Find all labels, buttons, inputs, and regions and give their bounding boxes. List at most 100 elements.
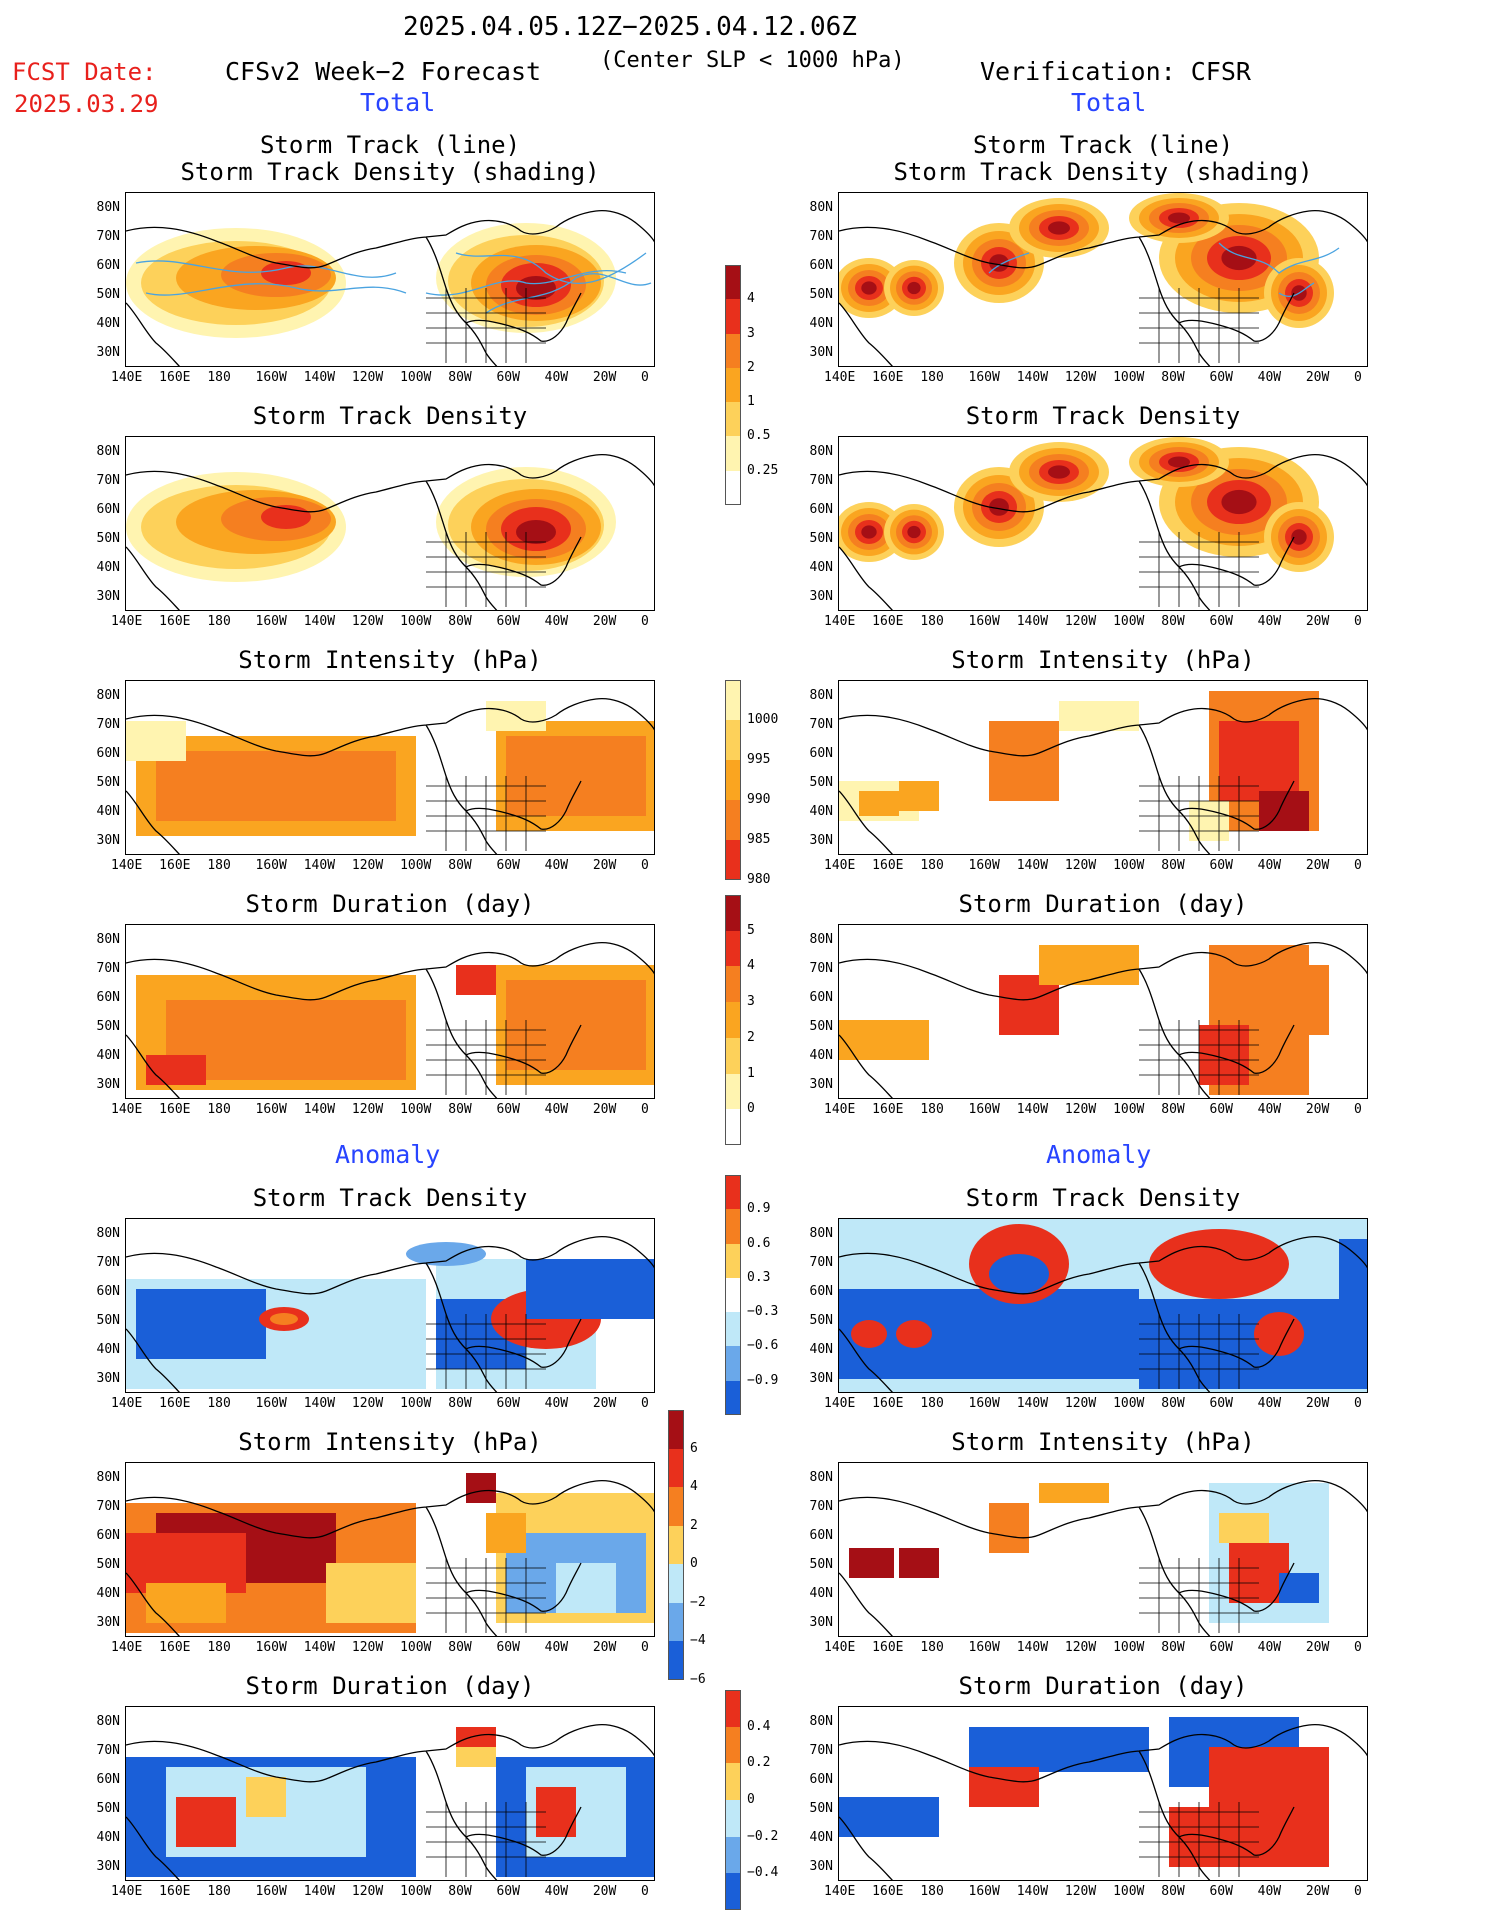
state-borders (426, 288, 546, 363)
lon-label: 140E (824, 1640, 856, 1655)
panel-title-track: Storm Track (line) (972, 131, 1234, 159)
panel-title-intensity: Storm Intensity (hPa) (951, 646, 1255, 674)
shading-region (989, 1254, 1049, 1294)
state-borders (426, 532, 546, 607)
colorbar-swatch (725, 1277, 741, 1313)
lat-label: 50N (809, 1801, 833, 1816)
lat-label: 70N (96, 1499, 120, 1514)
state-borders (1139, 532, 1259, 607)
lon-label: 140E (824, 858, 856, 873)
colorbar-frame (668, 1410, 684, 1680)
panel-title-duration: Storm Duration (day) (958, 890, 1248, 918)
lon-label: 160W (968, 1884, 1000, 1899)
lat-label: 70N (809, 1255, 833, 1270)
lat-label: 40N (809, 1586, 833, 1601)
lat-label: 50N (809, 1313, 833, 1328)
map-panel (125, 1706, 655, 1881)
shading-block (1339, 1239, 1367, 1339)
shading-block (506, 736, 646, 816)
map-panel (125, 436, 655, 611)
lon-label: 80W (448, 370, 472, 385)
colorbar-label: 2 (747, 1029, 755, 1045)
colorbar-swatch (725, 840, 741, 880)
verification-title: Verification: CFSR (980, 57, 1251, 86)
shading-region (896, 1320, 932, 1348)
lat-label: 50N (809, 287, 833, 302)
lon-label: 160E (872, 1640, 904, 1655)
lat-label: 60N (809, 258, 833, 273)
map-svg (126, 1235, 654, 1392)
lon-label: 180 (920, 858, 944, 873)
lon-label: 160W (255, 370, 287, 385)
lon-label: 0 (641, 1884, 649, 1899)
lon-label: 180 (207, 1640, 231, 1655)
shading-block (246, 1777, 286, 1817)
lat-label: 30N (809, 1371, 833, 1386)
shading-region (861, 525, 877, 539)
storm-track-line (455, 252, 647, 285)
lat-label: 50N (96, 775, 120, 790)
colorbar-swatch (725, 1312, 741, 1347)
colorbar-swatch (725, 800, 741, 840)
lon-label: 100W (1113, 1396, 1145, 1411)
storm-track-line (988, 252, 1030, 274)
lon-label: 20W (1305, 1102, 1330, 1117)
colorbar-swatch (725, 895, 741, 931)
lat-label: 80N (809, 444, 833, 459)
lat-label: 30N (96, 833, 120, 848)
lon-label: 120W (1064, 1102, 1097, 1117)
lon-label: 180 (207, 370, 231, 385)
lon-label: 160W (255, 1640, 287, 1655)
lon-label: 180 (207, 614, 231, 629)
shading-block (326, 1563, 416, 1623)
lat-label: 80N (809, 1470, 833, 1485)
lon-label: 140E (824, 1102, 856, 1117)
lon-label: 120W (1064, 614, 1097, 629)
lon-label: 20W (1305, 370, 1330, 385)
lat-label: 70N (96, 961, 120, 976)
map-svg (126, 1473, 654, 1636)
colorbar-label: 1 (747, 1065, 755, 1081)
lon-label: 0 (1354, 370, 1362, 385)
shading-block (839, 1797, 939, 1837)
lon-label: 160E (872, 614, 904, 629)
shading-region (1168, 456, 1190, 468)
map-svg (839, 1219, 1367, 1392)
lat-label: 50N (96, 287, 120, 302)
lat-label: 30N (96, 345, 120, 360)
lat-label: 30N (809, 589, 833, 604)
shading-block (146, 1583, 226, 1623)
shading-block (176, 1797, 236, 1847)
shading-region (1221, 489, 1257, 515)
shading-block (1059, 701, 1139, 731)
lon-label: 0 (1354, 1396, 1362, 1411)
lon-label: 40W (1257, 1396, 1282, 1411)
colorbar-label: 0 (747, 1101, 755, 1117)
panel-title-duration: Storm Duration (day) (245, 1672, 535, 1700)
shading-block (156, 751, 396, 821)
lat-label: 30N (809, 1615, 833, 1630)
storm-track-line (425, 269, 627, 296)
right-total-label: Total (1071, 88, 1147, 117)
colorbar-label: 990 (747, 792, 771, 807)
storm-track-line (1218, 242, 1340, 274)
lon-label: 80W (1161, 1102, 1185, 1117)
lon-label: 20W (592, 858, 617, 873)
panel-title-density: Storm Track Density (252, 1184, 528, 1212)
lon-label: 60W (496, 370, 520, 385)
lat-label: 60N (96, 502, 120, 517)
lon-label: 120W (351, 614, 384, 629)
colorbar-swatch (725, 1763, 741, 1800)
shading-region (1149, 1229, 1289, 1299)
colorbar-swatch (668, 1410, 684, 1449)
shading-region (516, 520, 556, 544)
lat-label: 80N (96, 932, 120, 947)
lon-label: 140E (824, 370, 856, 385)
lon-label: 80W (448, 1884, 472, 1899)
lat-label: 80N (809, 1226, 833, 1241)
lon-label: 60W (1209, 370, 1233, 385)
colorbar-label: 4 (690, 1479, 698, 1495)
lon-label: 120W (1064, 1396, 1097, 1411)
state-borders (1139, 1020, 1259, 1095)
lat-label: 80N (96, 200, 120, 215)
